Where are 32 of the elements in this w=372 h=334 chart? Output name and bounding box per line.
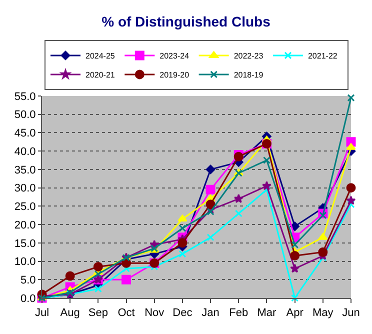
x-tick-label: Mar — [257, 307, 277, 320]
legend-label: 2020-21 — [86, 70, 116, 80]
legend-label: 2022-23 — [234, 52, 264, 61]
y-tick-label: 0.0 — [20, 292, 36, 305]
x-tick-label: Jan — [202, 307, 220, 320]
y-tick-label: 50.0 — [14, 109, 36, 122]
y-tick-label: 55.0 — [14, 90, 36, 103]
x-tick-label: Feb — [229, 307, 248, 320]
x-tick-label: May — [312, 307, 334, 320]
chart-title: % of Distinguished Clubs — [102, 14, 271, 30]
y-tick-label: 45.0 — [14, 128, 36, 140]
y-tick-label: 5.0 — [20, 274, 36, 286]
x-tick-label: Oct — [118, 307, 135, 320]
legend-label: 2023-24 — [160, 52, 190, 61]
x-tick-label: Apr — [286, 307, 304, 320]
y-tick-label: 35.0 — [14, 164, 36, 176]
y-tick-label: 20.0 — [14, 219, 36, 232]
x-tick-label: Dec — [172, 307, 193, 320]
legend-label: 2019-20 — [160, 70, 190, 80]
x-tick-label: Jul — [34, 307, 50, 320]
x-tick-label: Jun — [342, 307, 360, 320]
y-tick-label: 10.0 — [14, 256, 36, 268]
x-tick-label: Sep — [88, 307, 108, 320]
legend-label: 2021-22 — [308, 52, 338, 61]
x-tick-label: Aug — [60, 307, 80, 320]
y-tick-label: 15.0 — [14, 238, 36, 250]
legend-label: 2018-19 — [234, 70, 264, 80]
y-tick-label: 25.0 — [14, 201, 36, 214]
y-tick-label: 40.0 — [14, 146, 36, 158]
legend-label: 2024-25 — [86, 52, 116, 61]
x-tick-label: Nov — [144, 307, 165, 320]
y-tick-label: 30.0 — [14, 182, 36, 195]
